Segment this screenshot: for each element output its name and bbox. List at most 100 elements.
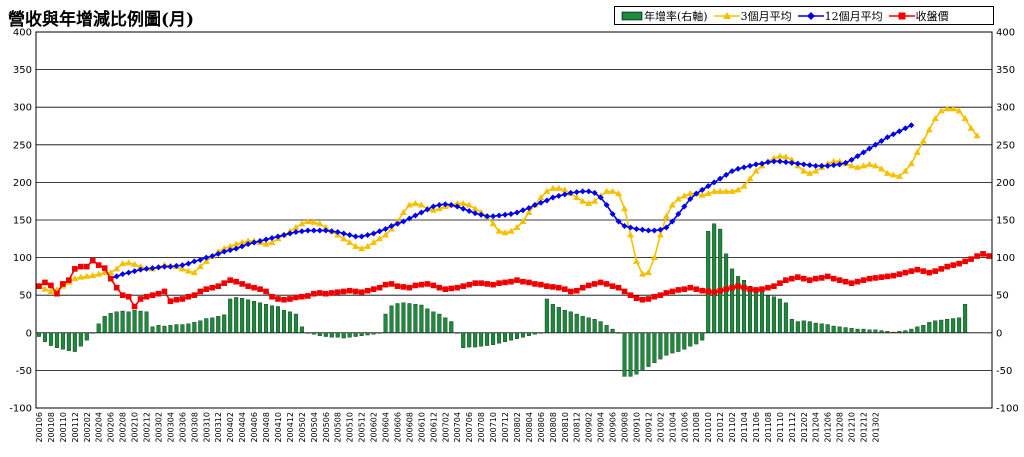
triangle-marker: [513, 224, 521, 231]
yoy-bar: [873, 329, 878, 333]
x-tick-label: 200906: [609, 412, 618, 443]
yoy-bar: [383, 313, 388, 333]
yoy-bar: [156, 325, 161, 333]
diamond-marker: [280, 232, 287, 239]
legend-triangle-icon: [713, 11, 740, 19]
x-tick-label: 200312: [214, 412, 223, 443]
diamond-marker: [508, 210, 515, 217]
triangle-marker: [364, 242, 372, 249]
square-marker: [334, 289, 341, 295]
diamond-marker: [579, 188, 586, 195]
triangle-marker: [889, 171, 897, 178]
square-marker: [42, 279, 48, 286]
triangle-marker: [973, 132, 981, 139]
yoy-bar: [365, 332, 370, 336]
yoy-bar: [520, 332, 525, 338]
square-marker: [651, 293, 658, 300]
diamond-marker: [681, 203, 688, 210]
square-marker: [759, 286, 765, 292]
square-marker: [729, 284, 735, 291]
x-tick-label: 201210: [848, 412, 857, 443]
yoy-bar: [622, 332, 627, 377]
x-tick-label: 201004: [668, 412, 677, 443]
diamond-marker: [567, 189, 574, 196]
yoy-bar: [222, 314, 227, 333]
x-tick-label: 200302: [154, 412, 163, 443]
diamond-marker: [215, 250, 222, 257]
yoy-bar: [801, 320, 806, 333]
diamond-marker: [573, 189, 580, 196]
diamond-marker: [119, 271, 126, 278]
x-tick-label: 200212: [143, 412, 152, 443]
square-marker: [149, 292, 156, 298]
diamond-marker: [615, 218, 622, 225]
triangle-marker: [901, 167, 909, 174]
square-marker: [119, 292, 126, 298]
diamond-marker: [478, 211, 485, 218]
square-marker: [508, 278, 514, 285]
yoy-bar: [514, 332, 519, 339]
square-marker: [663, 290, 670, 296]
diamond-marker: [460, 205, 467, 212]
yoy-bar: [825, 324, 830, 333]
diamond-marker: [842, 159, 849, 166]
x-tick-label: 201002: [656, 412, 665, 443]
diamond-marker: [758, 160, 765, 167]
triangle-marker: [656, 231, 664, 238]
y-left-tick-label: -50: [16, 366, 32, 377]
triangle-marker: [71, 275, 79, 282]
triangle-marker: [95, 270, 103, 277]
yoy-bar: [72, 332, 77, 352]
yoy-bar: [652, 332, 657, 364]
triangle-marker: [77, 273, 85, 280]
square-marker: [830, 275, 837, 282]
diamond-marker: [155, 264, 162, 271]
diamond-marker: [203, 254, 210, 261]
triangle-marker: [178, 265, 186, 272]
square-marker: [795, 274, 801, 280]
square-marker: [364, 287, 371, 294]
x-tick-label: 200502: [298, 412, 307, 443]
square-marker: [550, 284, 556, 290]
x-tick-label: 201012: [716, 412, 725, 443]
triangle-marker: [119, 260, 127, 267]
yoy-bar: [586, 317, 591, 333]
square-marker: [884, 273, 891, 280]
yoy-bar: [407, 303, 412, 333]
diamond-marker: [143, 265, 150, 272]
diamond-marker: [269, 235, 276, 242]
diamond-marker: [860, 149, 867, 156]
yoy-bar: [150, 326, 155, 333]
x-tick-label: 200504: [310, 412, 319, 443]
square-marker: [400, 284, 407, 290]
diamond-marker: [322, 227, 329, 234]
diamond-marker: [274, 233, 281, 240]
yoy-bar: [819, 323, 824, 333]
square-marker: [496, 280, 502, 286]
diamond-marker: [466, 207, 473, 214]
square-marker: [681, 286, 688, 292]
x-tick-label: 200308: [190, 412, 199, 443]
diamond-marker: [741, 164, 748, 171]
yoy-bar: [270, 305, 275, 333]
triangle-marker: [543, 187, 551, 194]
yoy-bar: [174, 324, 179, 333]
square-marker: [311, 290, 317, 297]
yoy-bar: [526, 332, 531, 336]
diamond-marker: [472, 210, 479, 217]
yoy-bar: [634, 332, 639, 375]
square-marker: [430, 282, 437, 289]
diamond-marker: [776, 158, 783, 165]
diamond-marker: [442, 201, 449, 208]
diamond-marker: [239, 243, 246, 250]
yoy-bar: [933, 320, 938, 333]
diamond-marker: [597, 194, 604, 201]
yoy-bar: [102, 316, 107, 333]
triangle-marker: [471, 205, 479, 212]
legend-item-3m: 3個月平均: [713, 8, 792, 24]
triangle-marker: [621, 205, 629, 212]
x-tick-label: 200210: [131, 412, 140, 443]
triangle-marker: [740, 182, 748, 189]
yoy-bar: [963, 304, 968, 333]
